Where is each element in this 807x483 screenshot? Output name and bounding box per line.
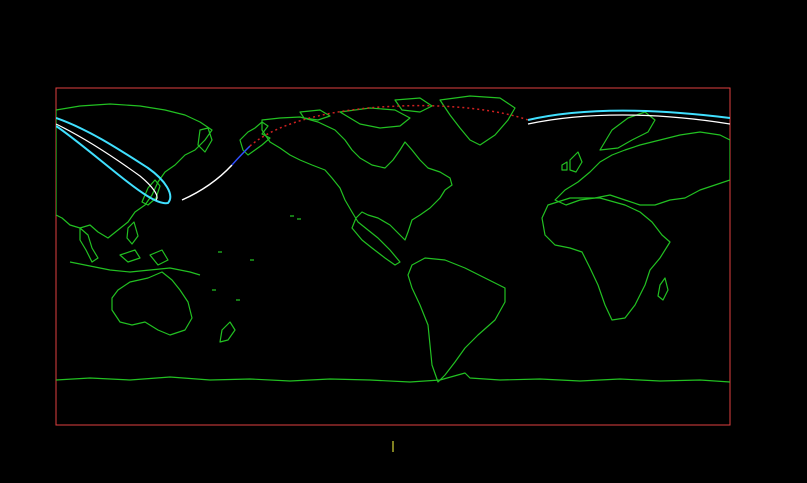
map-frame — [55, 87, 731, 426]
coastline-kamchatka — [197, 127, 213, 153]
coastline-antarctica — [56, 372, 730, 383]
occultation-north-limit-west — [56, 117, 172, 205]
coastline-southeast-asia — [79, 227, 99, 263]
coastlines — [56, 95, 730, 383]
coastline-africa — [541, 197, 671, 321]
coastline-australia — [111, 271, 193, 336]
coastline-asia — [56, 103, 213, 239]
coastline-arctic-islands — [299, 97, 433, 129]
daylight-path-segment — [181, 164, 233, 201]
occultation-south-limit-east — [527, 114, 730, 125]
coastline-europe — [554, 131, 730, 206]
coastline-greenland — [439, 95, 516, 146]
coastline-north-america — [261, 116, 453, 266]
coastline-british-isles — [561, 151, 583, 173]
coastline-hawaii — [290, 215, 301, 220]
coastline-japan — [141, 179, 161, 206]
coastline-scandinavia — [599, 111, 656, 151]
coastline-pacific-islands — [212, 251, 254, 301]
occultation-paths — [56, 104, 730, 205]
twilight-path-segment — [231, 145, 251, 166]
coastline-alaska — [239, 121, 271, 156]
night-path-segment — [249, 104, 529, 147]
coastline-south-america — [407, 257, 506, 383]
coastline-indonesia — [69, 249, 201, 276]
coastline-philippines — [126, 221, 139, 245]
occultation-north-limit-east — [527, 109, 730, 121]
coastline-new-zealand — [219, 321, 236, 343]
occultation-south-limit-west — [56, 123, 158, 201]
coastline-madagascar — [657, 277, 669, 301]
